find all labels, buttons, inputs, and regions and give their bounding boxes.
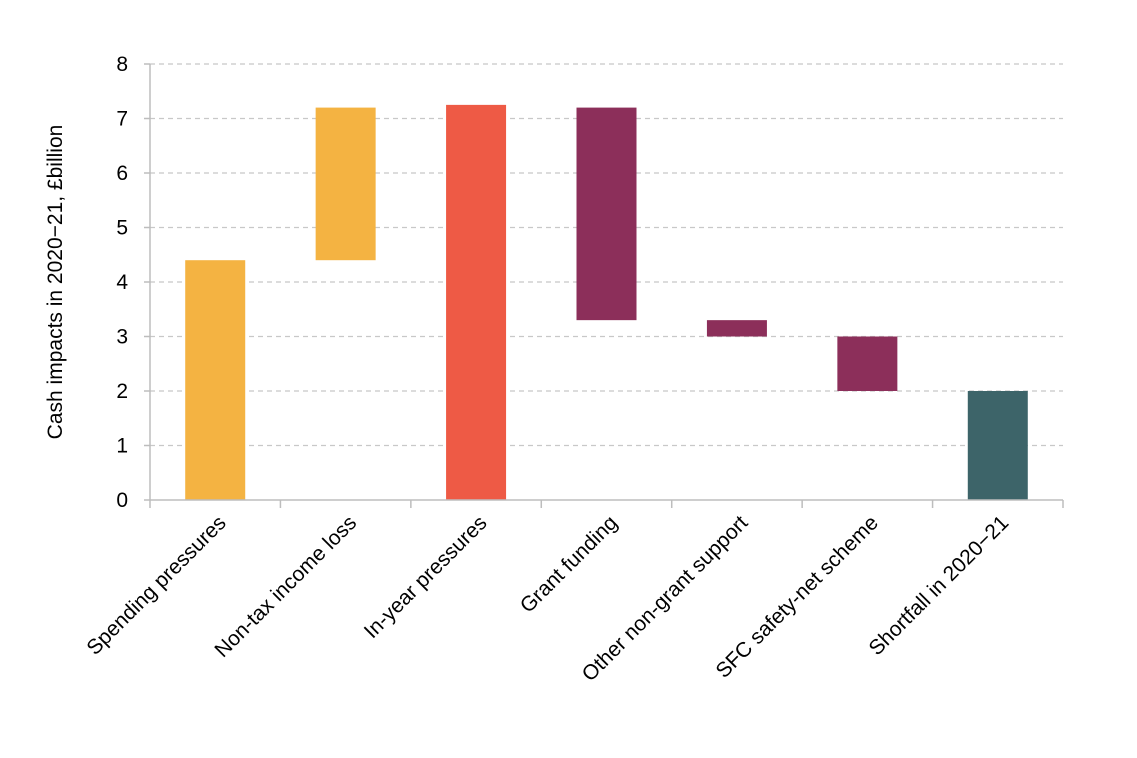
x-tick-label: Shortfall in 2020−21 <box>865 511 1014 660</box>
y-tick-label: 1 <box>116 435 128 458</box>
y-tick-label: 7 <box>116 108 128 131</box>
x-tick-label: Grant funding <box>516 511 622 617</box>
y-tick-label: 3 <box>116 326 128 349</box>
y-tick-label: 4 <box>116 271 128 294</box>
bar <box>967 391 1028 500</box>
axes <box>144 63 1064 508</box>
y-axis-label: Cash impacts in 2020−21, £billion <box>44 125 67 440</box>
bar <box>315 107 376 261</box>
y-tick-label: 8 <box>116 53 128 76</box>
y-tick-label: 6 <box>116 162 128 185</box>
y-tick-label: 2 <box>116 380 128 403</box>
x-tick-label: Non-tax income loss <box>210 511 361 662</box>
bar <box>706 320 767 337</box>
bar <box>576 107 637 321</box>
bar <box>837 336 898 391</box>
y-tick-label: 5 <box>116 217 128 240</box>
x-tick-label: Spending pressures <box>82 511 230 659</box>
y-tick-labels: 0 1 2 3 4 5 6 7 8 <box>116 53 128 512</box>
bars <box>185 104 1028 500</box>
x-tick-label: In-year pressures <box>360 511 492 643</box>
bar <box>185 260 246 500</box>
gridlines <box>150 63 1063 447</box>
y-tick-label: 0 <box>116 489 128 512</box>
bar <box>446 104 507 500</box>
